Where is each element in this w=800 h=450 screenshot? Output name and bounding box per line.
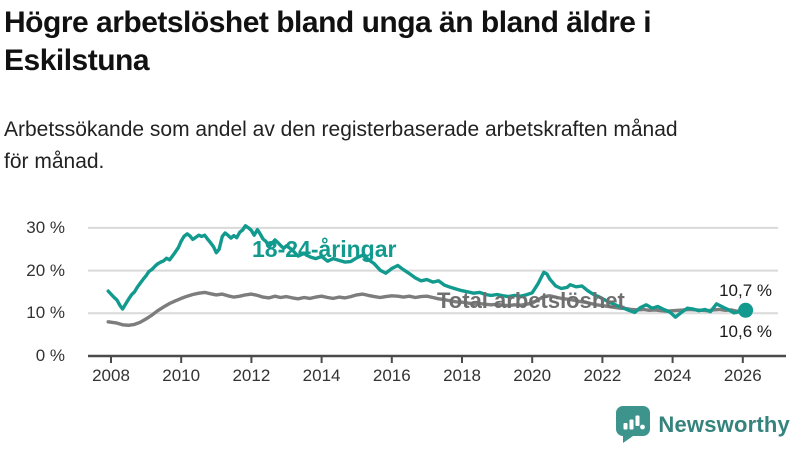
x-axis-label: 2016: [372, 366, 411, 385]
series-line: [106, 224, 748, 319]
x-axis-label: 2018: [443, 366, 481, 385]
newsworthy-brand: Newsworthy: [616, 406, 790, 443]
x-axis-label: 2014: [302, 366, 341, 385]
x-axis-label: 2026: [723, 366, 762, 385]
x-axis-label: 2022: [583, 366, 622, 385]
x-axis-label: 2012: [232, 366, 271, 385]
series-label-young: 18-24-åringar: [252, 236, 397, 262]
y-axis-label: 10 %: [26, 303, 65, 323]
series-end-dot: [738, 302, 754, 318]
x-axis-label: 2010: [162, 366, 201, 385]
y-axis-label: 30 %: [26, 217, 65, 237]
bar-chart-bubble-icon: [616, 406, 651, 443]
series-label-total: Total arbetslöshet: [437, 288, 625, 313]
brand-name: Newsworthy: [658, 411, 790, 437]
end-value-label-total: 10,6 %: [719, 322, 772, 341]
x-axis-label: 2008: [92, 366, 130, 385]
y-axis-label: 20 %: [26, 260, 65, 280]
end-value-label-young: 10,7 %: [719, 281, 772, 300]
page-title: Högre arbetslöshet bland unga än bland ä…: [4, 6, 652, 77]
y-axis-label: 0 %: [35, 346, 65, 365]
page-subtitle: Arbetssökande som andel av den registerb…: [4, 118, 678, 173]
x-axis-label: 2020: [513, 366, 552, 385]
x-axis-label: 2024: [653, 366, 692, 385]
